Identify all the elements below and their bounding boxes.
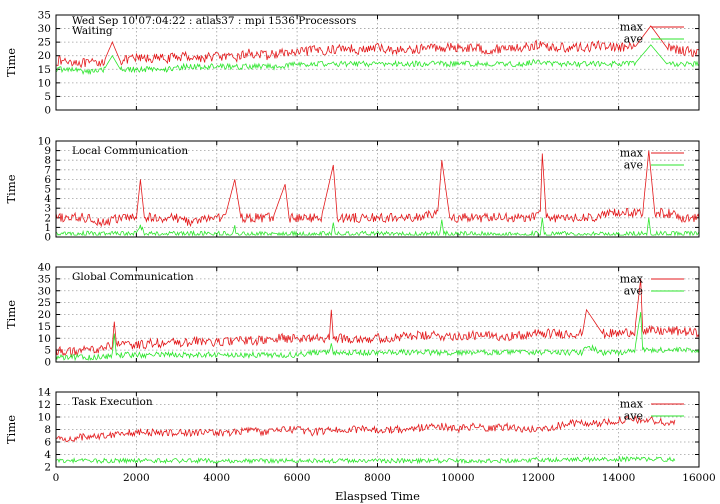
y-tick-label: 30 [38,285,51,297]
series-line-max [55,415,676,443]
y-tick-label: 10 [38,333,51,345]
y-tick-label: 2 [44,212,51,224]
plot-frame [55,14,700,111]
y-axis-label: Time [4,48,18,77]
y-tick-label: 10 [38,77,51,89]
legend-label-ave: ave [624,33,643,46]
y-tick-label: 35 [38,10,51,22]
x-tick-label: 4000 [203,472,230,484]
y-tick-label: 8 [44,424,51,436]
chart-title: Global Communication [72,271,194,283]
chart-title: Task Execution [72,396,153,408]
x-tick-label: 6000 [284,472,311,484]
y-tick-label: 0 [44,232,51,244]
y-tick-label: 12 [38,399,51,411]
series-line-max [55,25,700,69]
y-tick-label: 9 [44,145,51,157]
y-tick-label: 6 [44,437,51,449]
y-tick-label: 4 [44,449,51,461]
y-tick-label: 3 [44,203,51,215]
y-tick-label: 10 [38,412,51,424]
x-tick-label: 2000 [123,472,150,484]
x-tick-label: 16000 [682,472,715,484]
y-tick-label: 40 [38,262,51,274]
legend-label-ave: ave [624,285,643,298]
plot-frame [55,391,700,468]
series-line-ave [55,217,700,237]
legend-label-max: max [620,147,644,160]
y-tick-label: 35 [38,273,51,285]
y-tick-label: 20 [38,50,51,62]
series-line-max [55,278,700,358]
series-line-ave [55,312,700,362]
series-line-max [55,150,700,228]
y-tick-label: 2 [44,462,51,474]
x-tick-label: 0 [53,472,60,484]
series-line-ave [55,44,700,76]
x-axis-label: Elaspsed Time [335,489,420,503]
y-tick-label: 15 [38,64,51,76]
y-tick-label: 25 [38,297,51,309]
y-tick-label: 15 [38,321,51,333]
y-axis-label: Time [4,415,18,444]
legend-label-max: max [620,273,644,286]
legend-label-ave: ave [624,410,643,423]
y-tick-label: 0 [44,105,51,117]
series-line-ave [55,455,676,465]
y-tick-label: 4 [44,193,51,205]
x-tick-label: 8000 [364,472,391,484]
legend-label-ave: ave [624,159,643,172]
y-tick-label: 5 [44,184,51,196]
y-tick-label: 30 [38,23,51,35]
y-tick-label: 1 [44,222,51,234]
x-tick-label: 14000 [602,472,635,484]
y-tick-label: 6 [44,174,51,186]
y-tick-label: 7 [44,164,51,176]
legend-label-max: max [620,398,644,411]
y-tick-label: 25 [38,37,51,49]
y-tick-label: 8 [44,155,51,167]
chart-header: Wed Sep 10 07:04:22 : atlas37 : mpi 1536… [72,15,356,27]
y-axis-label: Time [4,174,18,203]
y-tick-label: 10 [38,136,51,148]
y-tick-label: 14 [38,387,52,399]
chart-title: Local Communication [72,145,188,157]
y-tick-label: 5 [44,345,51,357]
x-tick-label: 12000 [522,472,555,484]
y-tick-label: 0 [44,357,51,369]
x-tick-label: 10000 [441,472,474,484]
plot-frame [55,140,700,238]
y-tick-label: 5 [44,91,51,103]
plot-frame [55,266,700,363]
y-axis-label: Time [4,300,18,329]
legend-label-max: max [620,21,644,34]
y-tick-label: 20 [38,309,51,321]
chart-title: Waiting [72,25,113,37]
